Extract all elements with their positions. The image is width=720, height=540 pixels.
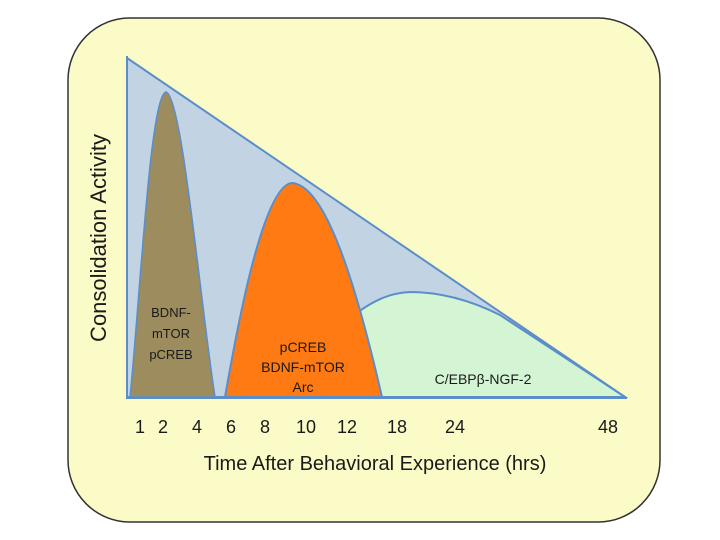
x-tick-label: 12	[337, 417, 357, 437]
early-peak-area	[129, 91, 216, 398]
middle-peak-label-2: BDNF-mTOR	[261, 359, 345, 375]
late-phase-area	[357, 290, 629, 398]
x-tick-label: 10	[296, 417, 316, 437]
y-axis-title: Consolidation Activity	[86, 134, 111, 342]
x-tick-label: 8	[260, 417, 270, 437]
x-tick-label: 1	[135, 417, 145, 437]
middle-peak-label-1: pCREB	[280, 339, 327, 355]
x-tick-label: 2	[158, 417, 168, 437]
x-tick-label: 48	[598, 417, 618, 437]
early-peak-label-3: pCREB	[149, 347, 192, 362]
x-axis-title: Time After Behavioral Experience (hrs)	[204, 453, 547, 475]
late-phase-label: C/EBPβ-NGF-2	[435, 371, 532, 387]
early-peak-label-2: mTOR	[152, 326, 190, 341]
x-tick-label: 6	[226, 417, 236, 437]
x-tick-label: 18	[387, 417, 407, 437]
middle-peak-area	[223, 181, 384, 398]
middle-peak-label-3: Arc	[293, 379, 314, 395]
early-peak-label-1: BDNF-	[151, 305, 191, 320]
x-tick-label: 4	[192, 417, 202, 437]
x-tick-label: 24	[445, 417, 465, 437]
